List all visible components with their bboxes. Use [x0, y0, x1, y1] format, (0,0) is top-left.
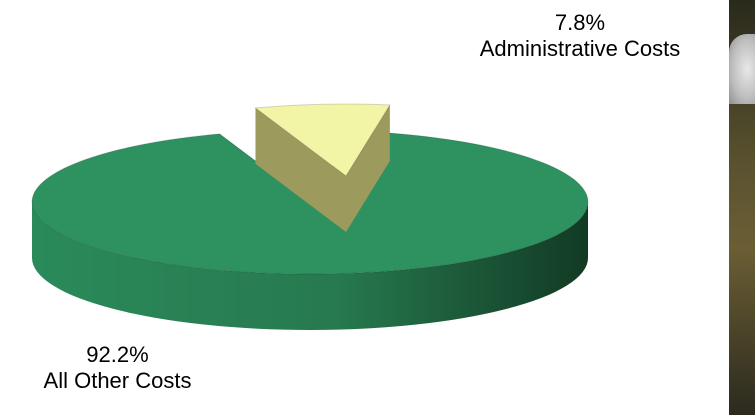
slice-label-administrative: 7.8% Administrative Costs — [430, 10, 730, 62]
slice-other-side — [32, 202, 588, 330]
slice-administrative-cut-wall-1 — [346, 104, 390, 232]
slice-name-other: All Other Costs — [43, 368, 192, 393]
slice-name-administrative: Administrative Costs — [479, 36, 681, 61]
side-photo-highlight — [729, 34, 755, 104]
slice-administrative-cut-wall-0 — [255, 107, 346, 232]
slice-label-other: 92.2% All Other Costs — [0, 342, 235, 394]
slice-value-other: 92.2% — [86, 342, 149, 367]
slice-value-administrative: 7.8% — [554, 10, 606, 35]
slice-administrative-top — [254, 103, 391, 177]
slice-administrative — [254, 103, 391, 232]
